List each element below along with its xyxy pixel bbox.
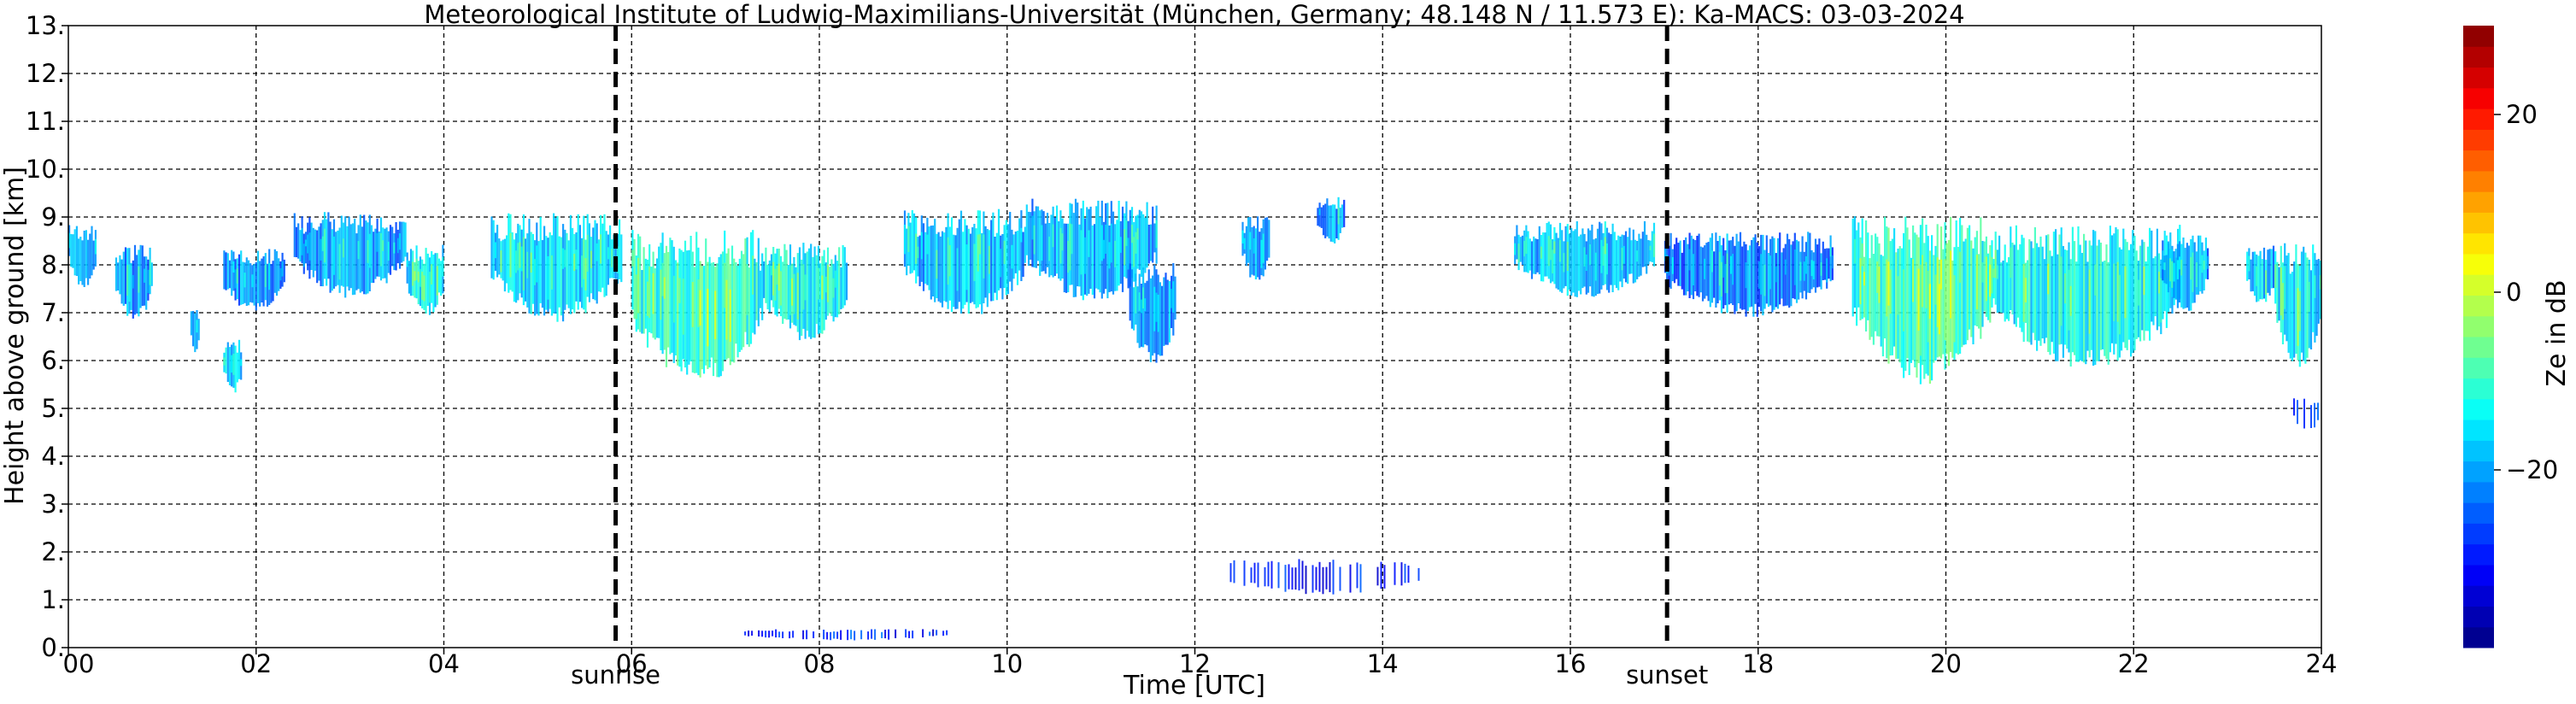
echo-region bbox=[2274, 243, 2322, 367]
echo-region bbox=[293, 212, 407, 298]
y-tick-label: 9. bbox=[41, 202, 65, 232]
echo-region bbox=[2246, 245, 2275, 302]
y-tick-label: 7. bbox=[41, 298, 65, 327]
echo-region bbox=[1317, 197, 1346, 243]
echo-region bbox=[406, 244, 444, 315]
colorbar-band bbox=[2463, 626, 2494, 648]
colorbar-band bbox=[2463, 461, 2494, 483]
echo-region bbox=[903, 208, 1026, 314]
colorbar-band bbox=[2463, 170, 2494, 192]
colorbar-band bbox=[2463, 419, 2494, 441]
colorbar-band bbox=[2463, 26, 2494, 47]
colorbar-band bbox=[2463, 274, 2494, 296]
colorbar-band bbox=[2463, 232, 2494, 255]
y-tick-label: 12. bbox=[26, 59, 65, 88]
x-tick-label: 04 bbox=[428, 649, 460, 678]
colorbar-band bbox=[2463, 129, 2494, 151]
echo-region bbox=[68, 225, 97, 287]
marker-label-sunrise: sunrise bbox=[571, 660, 660, 689]
y-tick-label: 8. bbox=[41, 250, 65, 279]
colorbar-band bbox=[2463, 440, 2494, 462]
colorbar-band bbox=[2463, 191, 2494, 213]
echo-region bbox=[223, 339, 243, 393]
echo-region bbox=[2293, 398, 2319, 429]
x-tick-label: 16 bbox=[1555, 649, 1587, 678]
colorbar-band bbox=[2463, 150, 2494, 172]
reflectivity-echoes bbox=[68, 197, 2322, 641]
colorbar-band bbox=[2463, 315, 2494, 337]
echo-region bbox=[1992, 225, 2181, 367]
y-tick-label: 11. bbox=[26, 107, 65, 136]
colorbar-band bbox=[2463, 87, 2494, 109]
colorbar-tick-label: 20 bbox=[2506, 100, 2538, 129]
colorbar-band bbox=[2463, 295, 2494, 317]
y-axis-ticks: 0. 1. 2. 3. 4. 5. 6. 7. 8. 9. 10. 11. 12. 13. bbox=[26, 11, 68, 662]
echo-region bbox=[631, 230, 764, 378]
colorbar-label: Ze in dB bbox=[2542, 279, 2572, 386]
colorbar-band bbox=[2463, 564, 2494, 586]
y-tick-label: 0. bbox=[41, 633, 65, 662]
colorbar-band bbox=[2463, 337, 2494, 358]
colorbar-bands bbox=[2463, 26, 2494, 648]
y-tick-label: 10. bbox=[26, 155, 65, 184]
colorbar-band bbox=[2463, 481, 2494, 503]
colorbar-band bbox=[2463, 543, 2494, 566]
sun-markers: sunrise sunset bbox=[571, 26, 1708, 689]
echo-region bbox=[1229, 559, 1420, 595]
y-tick-label: 3. bbox=[41, 490, 65, 519]
colorbar-band bbox=[2463, 606, 2494, 628]
echo-region bbox=[223, 249, 285, 311]
echo-region bbox=[1851, 216, 1993, 384]
y-tick-label: 4. bbox=[41, 442, 65, 471]
chart-title: Meteorological Institute of Ludwig-Maxim… bbox=[424, 0, 1964, 29]
x-tick-label: 14 bbox=[1367, 649, 1399, 678]
colorbar-band bbox=[2463, 46, 2494, 68]
echo-region bbox=[1241, 216, 1270, 280]
marker-label-sunset: sunset bbox=[1626, 660, 1708, 689]
echo-region bbox=[1025, 198, 1158, 301]
y-tick-label: 1. bbox=[41, 585, 65, 614]
colorbar-ticks: 20 0 −20 bbox=[2494, 100, 2558, 484]
x-tick-label: 20 bbox=[1930, 649, 1962, 678]
y-tick-label: 13. bbox=[26, 11, 65, 40]
x-tick-label: 00 bbox=[63, 649, 95, 678]
x-axis-label: Time [UTC] bbox=[1123, 671, 1265, 701]
y-tick-label: 6. bbox=[41, 346, 65, 375]
echo-region bbox=[190, 310, 200, 353]
x-tick-label: 02 bbox=[240, 649, 272, 678]
y-axis-label: Height above ground [km] bbox=[0, 167, 30, 505]
x-tick-label: 22 bbox=[2118, 649, 2150, 678]
colorbar-band bbox=[2463, 212, 2494, 234]
grid bbox=[68, 26, 2321, 648]
echo-region bbox=[1514, 220, 1656, 297]
colorbar-band bbox=[2463, 357, 2494, 379]
colorbar-band bbox=[2463, 398, 2494, 420]
x-axis-ticks: 00 02 04 06 08 10 12 14 16 18 20 22 24 bbox=[63, 648, 2338, 678]
y-tick-label: 5. bbox=[41, 394, 65, 423]
x-tick-label: 24 bbox=[2306, 649, 2338, 678]
colorbar-band bbox=[2463, 585, 2494, 607]
echo-region bbox=[1129, 263, 1177, 363]
colorbar-tick-label: −20 bbox=[2506, 455, 2558, 484]
colorbar-band bbox=[2463, 378, 2494, 400]
colorbar-band bbox=[2463, 67, 2494, 89]
echo-region bbox=[763, 243, 848, 341]
echo-region bbox=[1664, 232, 1834, 317]
colorbar-band bbox=[2463, 253, 2494, 275]
x-tick-label: 08 bbox=[804, 649, 836, 678]
x-tick-label: 10 bbox=[991, 649, 1023, 678]
colorbar-band bbox=[2463, 523, 2494, 545]
echo-region bbox=[744, 629, 948, 641]
echo-region bbox=[114, 244, 153, 319]
x-tick-label: 12 bbox=[1179, 649, 1211, 678]
y-tick-label: 2. bbox=[41, 537, 65, 566]
x-tick-label: 06 bbox=[616, 649, 648, 678]
colorbar-band bbox=[2463, 502, 2494, 524]
x-tick-label: 18 bbox=[1742, 649, 1774, 678]
colorbar-tick-label: 0 bbox=[2506, 278, 2521, 307]
colorbar-band bbox=[2463, 109, 2494, 130]
echo-region bbox=[2162, 235, 2209, 311]
